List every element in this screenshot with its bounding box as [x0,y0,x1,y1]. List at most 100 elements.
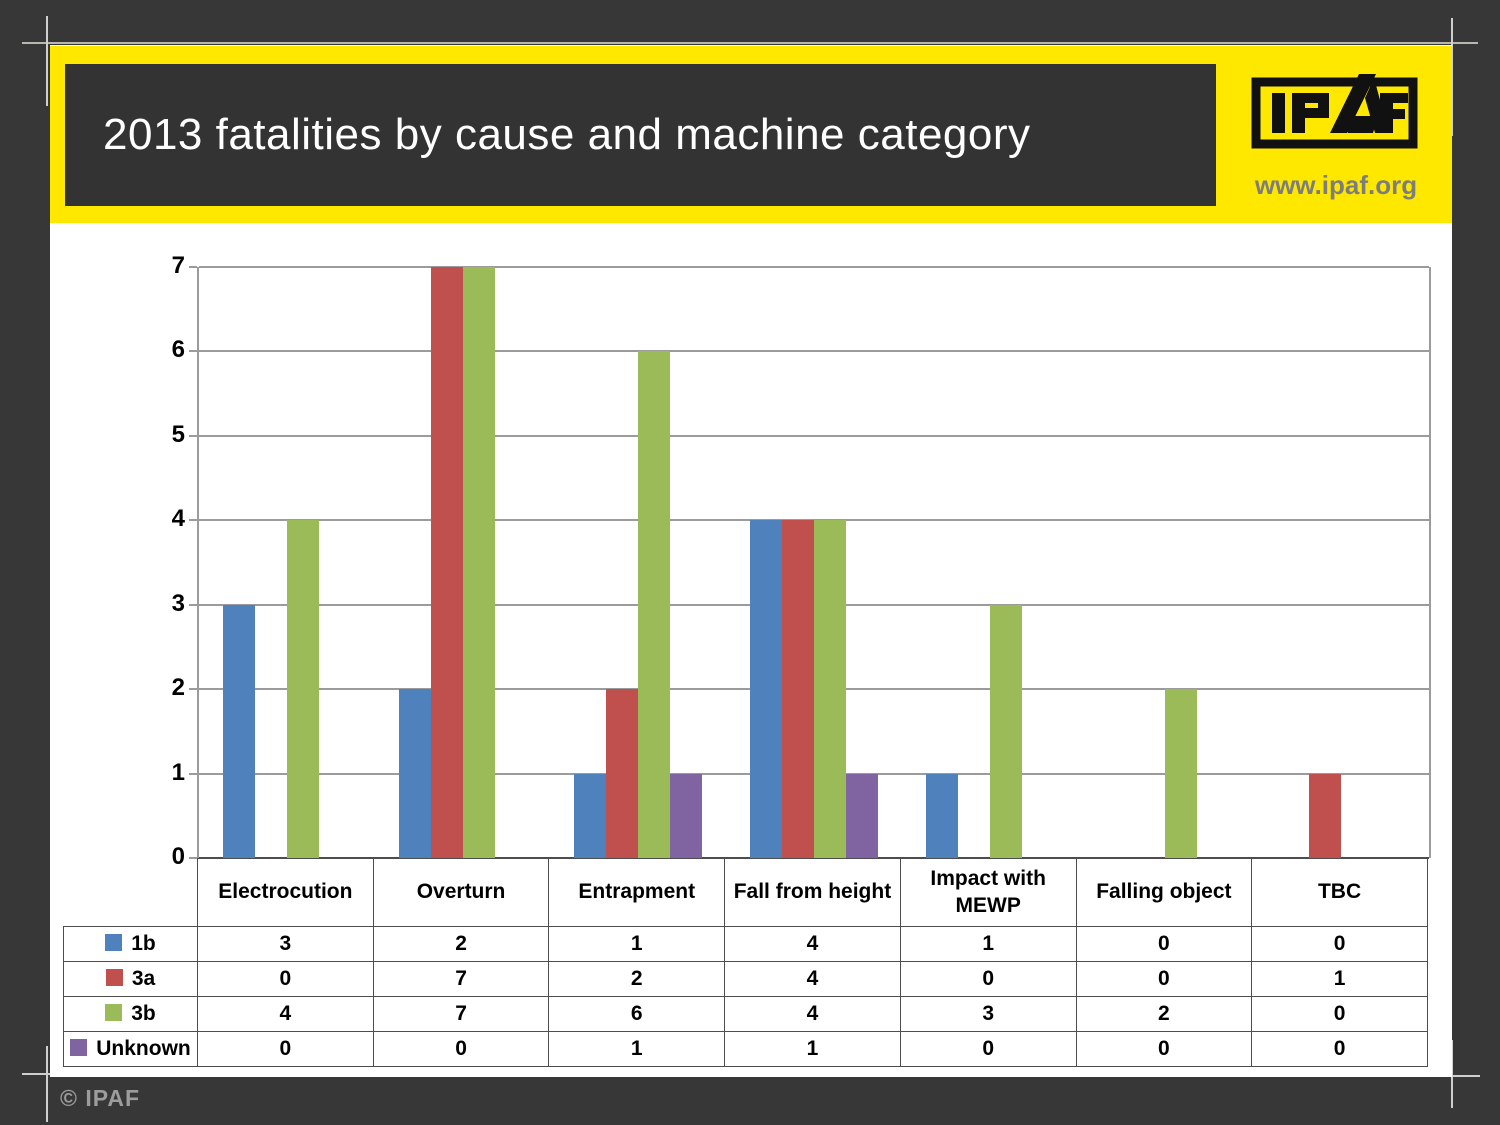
value-3b-impact-with-mewp: 3 [899,996,1077,1032]
legend-swatch-icon [70,1038,88,1056]
value-3a-entrapment: 2 [548,961,726,997]
title-box: 2013 fatalities by cause and machine cat… [65,64,1216,206]
bar-3a-overturn [430,267,463,858]
legend-swatch-icon [105,933,123,951]
y-tick-label-2: 2 [171,674,185,702]
gridline-y6 [199,350,1429,353]
bar-3a-fall-from-height [782,520,814,858]
value-unknown-impact-with-mewp: 0 [899,1031,1077,1067]
slide-title: 2013 fatalities by cause and machine cat… [103,110,1031,159]
y-tick-mark-5 [189,434,197,437]
y-tick-label-0: 0 [171,843,185,870]
bar-3b-electrocution [286,520,319,858]
bar-unknown-entrapment [670,773,703,858]
value-1b-tbc: 0 [1251,926,1428,962]
bar-1b-electrocution [222,604,255,858]
bar-1b-entrapment [574,773,607,858]
value-1b-entrapment: 1 [548,926,726,962]
slide: 2013 fatalities by cause and machine cat… [50,45,1452,1077]
value-3a-tbc: 1 [1251,961,1428,997]
ipaf-logo [1251,74,1418,149]
table-row-3a: 3a 0 7 2 4 0 0 1 [63,961,1428,997]
value-3b-falling-object: 2 [1075,996,1253,1032]
category-header-impact-with-mewp: Impact with MEWP [899,858,1077,927]
value-3a-overturn: 7 [372,961,550,997]
table-corner-cell [64,859,198,927]
y-tick-mark-3 [189,603,197,606]
y-tick-label-5: 5 [171,420,185,448]
value-3b-tbc: 0 [1251,996,1428,1032]
legend-key-unknown: Unknown [63,1031,198,1067]
y-tick-mark-1 [189,772,197,775]
legend-label: 3a [131,966,156,990]
crop-mark-bottom-right-v [1451,1040,1453,1108]
legend-swatch-icon [105,1003,123,1021]
crop-mark-top-left-v [46,16,48,106]
value-1b-falling-object: 0 [1075,926,1253,962]
category-header-electrocution: Electrocution [197,858,374,927]
y-tick-label-4: 4 [171,505,185,533]
gridline-y5 [199,434,1429,437]
value-3b-fall-from-height: 4 [724,996,901,1032]
gridline-y7 [199,266,1429,268]
legend-key-1b: 1b [63,926,198,962]
value-1b-electrocution: 3 [197,926,374,962]
value-3a-electrocution: 0 [197,961,374,997]
value-3a-fall-from-height: 4 [724,961,901,997]
value-unknown-entrapment: 1 [548,1031,726,1067]
header-band: 2013 fatalities by cause and machine cat… [50,46,1452,223]
legend-swatch-icon [105,968,123,986]
table-row-unknown: Unknown 0 0 1 1 0 0 0 [63,1031,1428,1067]
value-1b-overturn: 2 [372,926,550,962]
bar-3b-fall-from-height [814,520,846,858]
y-tick-mark-6 [189,350,197,353]
value-3b-entrapment: 6 [548,996,726,1032]
y-tick-label-1: 1 [171,758,185,786]
legend-key-3a: 3a [63,961,198,997]
legend-label: 3b [131,1001,156,1025]
y-tick-mark-2 [189,688,197,691]
value-unknown-tbc: 0 [1251,1031,1428,1067]
bar-chart-plot-area [197,266,1431,859]
legend-label: 1b [131,931,156,955]
y-tick-label-7: 7 [171,252,185,279]
value-3a-falling-object: 0 [1075,961,1253,997]
value-3a-impact-with-mewp: 0 [899,961,1077,997]
value-3b-electrocution: 4 [197,996,374,1032]
copyright-footer: © IPAF [60,1085,141,1111]
bar-unknown-fall-from-height [846,773,878,858]
y-tick-mark-7 [189,266,197,268]
category-header-overturn: Overturn [372,858,550,927]
value-unknown-overturn: 0 [372,1031,550,1067]
category-header-tbc: TBC [1251,858,1428,927]
ipaf-logo-icon [1251,74,1418,149]
bar-1b-fall-from-height [750,520,782,858]
y-tick-label-6: 6 [171,336,185,364]
category-header-falling-object: Falling object [1075,858,1253,927]
bar-3b-entrapment [638,351,671,858]
crop-mark-bottom-left-v [46,1046,48,1122]
bar-3b-impact-with-mewp [989,604,1022,858]
bar-1b-impact-with-mewp [925,773,958,858]
y-tick-mark-4 [189,519,197,522]
value-unknown-fall-from-height: 1 [724,1031,901,1067]
chart-data-table: Electrocution Overturn Entrapment Fall from… [63,858,1428,1067]
top-crop-line [22,42,1478,44]
category-header-fall-from-height: Fall from height [724,858,901,927]
crop-mark-top-right-v [1451,18,1453,136]
bar-3a-tbc [1309,773,1342,858]
value-unknown-electrocution: 0 [197,1031,374,1067]
bar-3b-falling-object [1165,689,1198,858]
website-url: www.ipaf.org [1254,170,1418,200]
legend-key-3b: 3b [63,996,198,1032]
value-3b-overturn: 7 [372,996,550,1032]
table-row-3b: 3b 4 7 6 4 3 2 0 [63,996,1428,1032]
table-row-1b: 1b 3 2 1 4 1 0 0 [63,926,1428,962]
gridline-y4 [199,519,1429,522]
value-1b-fall-from-height: 4 [724,926,901,962]
value-unknown-falling-object: 0 [1075,1031,1253,1067]
legend-label: Unknown [96,1036,191,1060]
y-tick-mark-0 [189,857,197,859]
bar-3a-entrapment [606,689,639,858]
